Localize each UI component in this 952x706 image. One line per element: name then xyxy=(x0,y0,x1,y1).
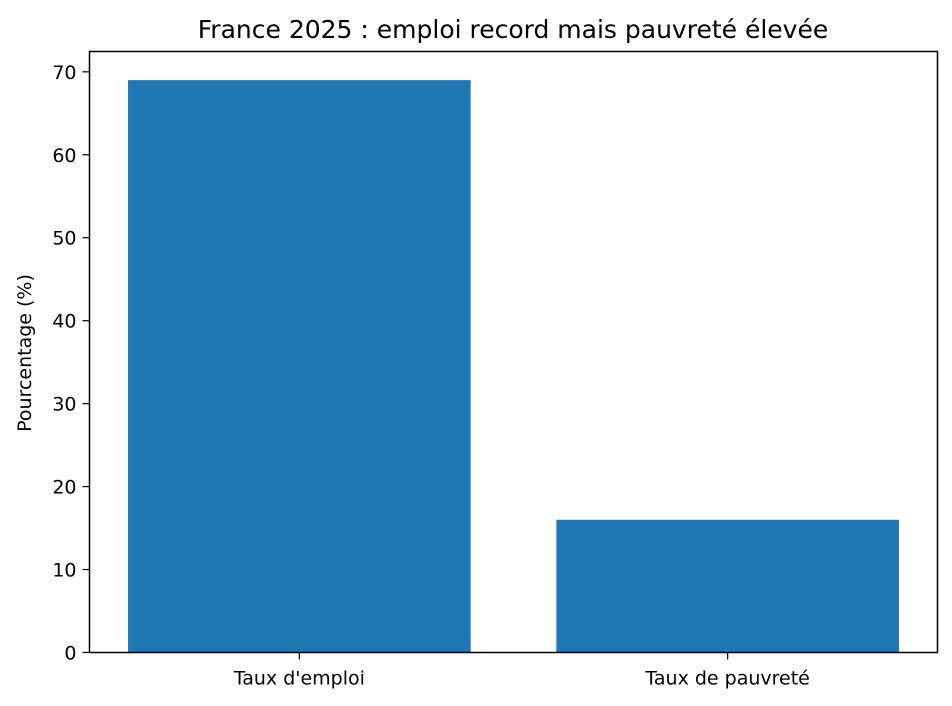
y-tick-label-0: 0 xyxy=(64,643,76,665)
y-tick-label-3: 30 xyxy=(52,394,76,416)
y-tick-label-7: 70 xyxy=(52,62,76,84)
y-tick-label-6: 60 xyxy=(52,145,76,167)
y-axis-ticks: 0 10 20 30 40 50 60 70 xyxy=(52,62,90,665)
x-axis-ticks: Taux d'emploi Taux de pauvreté xyxy=(233,652,810,690)
y-tick-label-4: 40 xyxy=(52,311,76,333)
y-axis-label: Pourcentage (%) xyxy=(14,274,36,432)
x-tick-label-1: Taux de pauvreté xyxy=(644,668,809,690)
y-tick-label-2: 20 xyxy=(52,477,76,499)
plot-frame xyxy=(88,50,939,654)
y-tick-label-1: 10 xyxy=(52,560,76,582)
bar-0 xyxy=(128,80,471,653)
chart-title: France 2025 : emploi record mais pauvret… xyxy=(198,15,828,44)
bars-group xyxy=(128,80,899,653)
bar-1 xyxy=(556,519,899,653)
x-tick-label-0: Taux d'emploi xyxy=(233,668,365,690)
y-tick-label-5: 50 xyxy=(52,228,76,250)
